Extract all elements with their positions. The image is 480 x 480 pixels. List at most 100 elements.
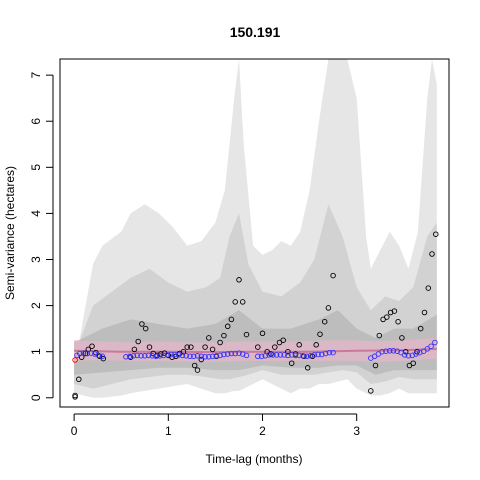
- model-point: [304, 353, 310, 360]
- model-point: [190, 353, 197, 360]
- model-point: [172, 351, 178, 358]
- empirical-point: [288, 360, 295, 366]
- model-point: [311, 352, 318, 358]
- data-points: [72, 231, 439, 400]
- empirical-point: [217, 339, 223, 346]
- y-tick-label: 4: [29, 210, 43, 217]
- model-point: [296, 352, 302, 359]
- model-point: [266, 352, 272, 358]
- empirical-point: [399, 335, 405, 341]
- empirical-point: [384, 314, 390, 320]
- empirical-point: [330, 272, 336, 279]
- empirical-point: [376, 332, 383, 339]
- empirical-point: [188, 344, 194, 350]
- empirical-point: [280, 337, 286, 343]
- envelope-bands: [74, 59, 437, 398]
- model-point: [153, 353, 159, 360]
- model-point: [288, 352, 295, 358]
- empirical-point: [391, 308, 398, 314]
- model-point: [123, 354, 129, 360]
- model-point: [262, 353, 269, 359]
- empirical-point: [206, 335, 212, 341]
- model-point: [270, 352, 276, 358]
- model-point: [379, 348, 385, 355]
- empirical-point: [236, 277, 242, 283]
- model-point: [134, 352, 140, 359]
- model-point: [175, 352, 182, 358]
- model-point: [183, 353, 189, 359]
- model-point: [224, 351, 231, 357]
- empirical-point: [202, 344, 208, 350]
- model-point: [428, 343, 434, 349]
- empirical-point: [321, 318, 328, 325]
- model-point: [322, 350, 329, 357]
- empirical-point: [313, 342, 319, 348]
- model-point: [213, 353, 220, 359]
- empirical-point: [191, 362, 198, 369]
- empirical-point: [89, 343, 95, 349]
- model-point: [221, 351, 227, 358]
- empirical-point: [194, 367, 201, 373]
- model-point: [206, 354, 212, 360]
- model-point: [187, 353, 193, 360]
- model-point: [217, 352, 223, 359]
- empirical-point: [372, 362, 379, 369]
- empirical-point: [209, 346, 216, 353]
- model-point: [300, 353, 306, 359]
- model-point: [95, 352, 102, 359]
- origin-point: [72, 357, 78, 363]
- y-tick-label: 3: [29, 256, 43, 263]
- model-point: [255, 353, 261, 360]
- empirical-point: [139, 321, 145, 327]
- empirical-point: [243, 331, 250, 338]
- empirical-point: [142, 325, 149, 332]
- y-tick-label: 2: [29, 302, 43, 309]
- model-point: [315, 351, 321, 358]
- model-point: [130, 353, 137, 359]
- empirical-point: [317, 331, 323, 337]
- model-point: [236, 350, 242, 356]
- model-point: [179, 352, 186, 359]
- x-tick-label: 3: [353, 424, 360, 438]
- axes: 0 1 2 3 0 1 2 3 4 5 6 7: [29, 71, 360, 438]
- empirical-point: [285, 348, 291, 355]
- model-point: [390, 348, 397, 354]
- empirical-point: [368, 388, 374, 394]
- x-axis-label: Time-lag (months): [206, 452, 303, 466]
- model-point: [194, 353, 201, 359]
- y-tick-label: 6: [29, 118, 43, 125]
- empirical-point: [131, 346, 138, 353]
- y-axis-label: Semi-variance (hectares): [3, 166, 17, 300]
- model-point: [386, 348, 393, 354]
- model-point: [273, 352, 280, 358]
- model-point: [319, 351, 325, 358]
- empirical-point: [395, 318, 401, 325]
- model-point: [77, 350, 83, 357]
- model-point: [80, 350, 87, 356]
- empirical-point: [232, 299, 238, 305]
- model-point: [232, 350, 238, 357]
- model-point: [198, 353, 205, 360]
- model-point: [88, 350, 94, 356]
- empirical-point: [180, 348, 187, 355]
- empirical-point: [296, 342, 302, 348]
- empirical-point: [228, 316, 235, 323]
- model-point: [209, 353, 216, 360]
- model-point: [149, 353, 156, 359]
- x-tick-label: 1: [165, 424, 172, 438]
- empirical-point: [221, 332, 227, 339]
- model-point: [424, 346, 431, 352]
- empirical-point: [429, 251, 435, 257]
- model-point: [326, 349, 333, 356]
- empirical-point: [421, 309, 428, 316]
- y-tick-label: 1: [29, 348, 43, 355]
- empirical-point: [76, 376, 82, 383]
- model-point: [292, 352, 299, 359]
- empirical-point: [146, 344, 153, 350]
- model-point: [164, 352, 171, 358]
- model-point: [138, 353, 144, 359]
- empirical-point: [184, 344, 190, 350]
- model-point: [142, 353, 148, 359]
- y-tick-label: 0: [29, 394, 43, 401]
- empirical-point: [325, 305, 332, 311]
